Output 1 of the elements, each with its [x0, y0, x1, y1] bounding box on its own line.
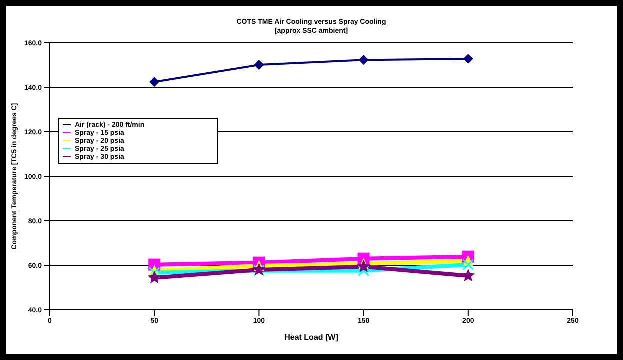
x-axis-title: Heat Load [W]: [284, 333, 339, 342]
